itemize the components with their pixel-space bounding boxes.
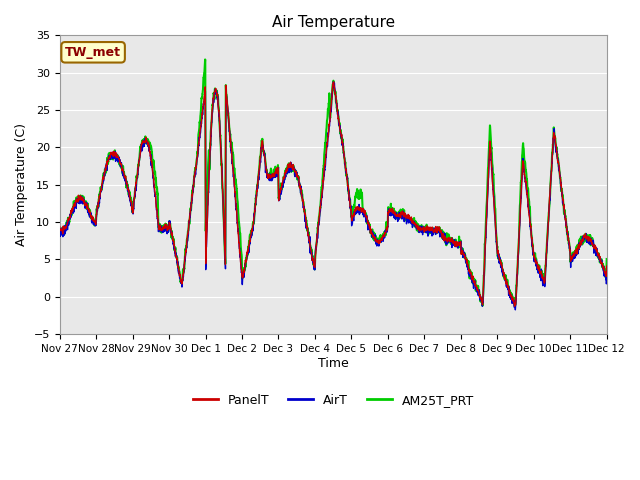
AirT bbox=[511, 307, 519, 313]
PanelT bbox=[330, 79, 337, 85]
PanelT bbox=[396, 211, 404, 216]
AM25T_PRT bbox=[56, 228, 63, 233]
AM25T_PRT bbox=[201, 57, 209, 62]
AM25T_PRT bbox=[396, 212, 404, 218]
AirT bbox=[209, 109, 216, 115]
AM25T_PRT bbox=[603, 256, 611, 262]
Legend: PanelT, AirT, AM25T_PRT: PanelT, AirT, AM25T_PRT bbox=[188, 389, 479, 411]
X-axis label: Time: Time bbox=[318, 357, 349, 370]
AM25T_PRT bbox=[511, 303, 518, 309]
Line: AM25T_PRT: AM25T_PRT bbox=[60, 60, 607, 306]
Title: Air Temperature: Air Temperature bbox=[271, 15, 395, 30]
Text: TW_met: TW_met bbox=[65, 46, 121, 59]
Line: PanelT: PanelT bbox=[60, 82, 607, 306]
AM25T_PRT bbox=[387, 206, 394, 212]
PanelT bbox=[511, 303, 518, 309]
AirT bbox=[603, 278, 611, 284]
PanelT bbox=[603, 263, 611, 269]
PanelT bbox=[603, 268, 611, 274]
Line: AirT: AirT bbox=[60, 82, 607, 310]
AirT bbox=[173, 259, 180, 265]
PanelT bbox=[551, 134, 559, 140]
PanelT bbox=[56, 224, 63, 230]
AirT bbox=[603, 269, 611, 275]
AirT bbox=[396, 215, 404, 221]
PanelT bbox=[387, 207, 394, 213]
AirT bbox=[551, 139, 559, 144]
AirT bbox=[56, 225, 63, 231]
AirT bbox=[330, 79, 337, 84]
Y-axis label: Air Temperature (C): Air Temperature (C) bbox=[15, 123, 28, 246]
AM25T_PRT bbox=[603, 264, 611, 270]
AM25T_PRT bbox=[209, 102, 216, 108]
AirT bbox=[387, 208, 394, 214]
AM25T_PRT bbox=[173, 255, 180, 261]
PanelT bbox=[173, 256, 180, 262]
PanelT bbox=[209, 106, 216, 112]
AM25T_PRT bbox=[551, 134, 559, 140]
